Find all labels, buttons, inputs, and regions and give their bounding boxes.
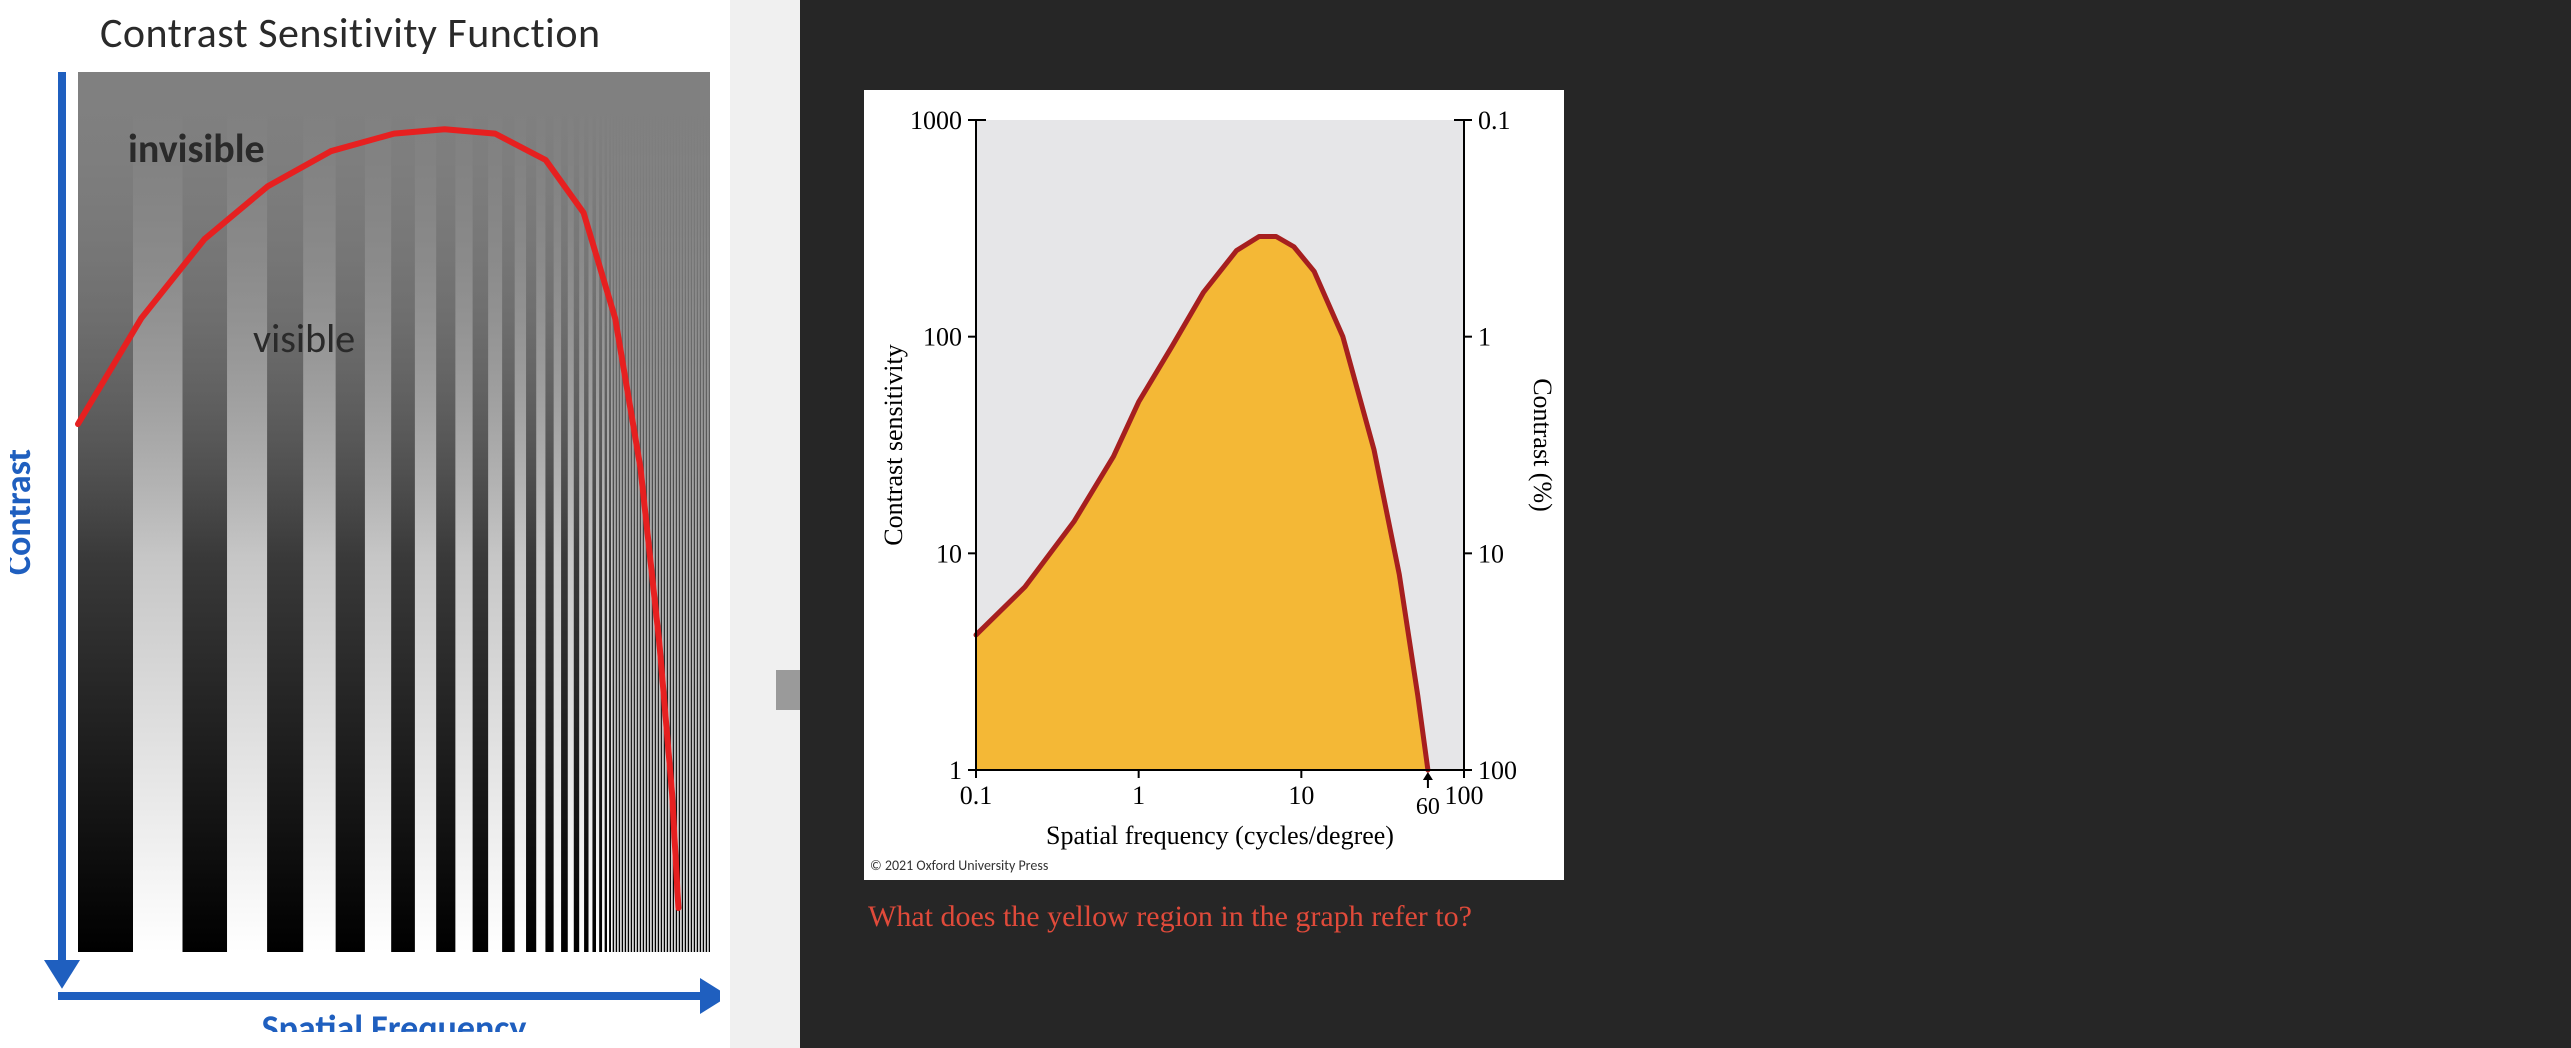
region-invisible-label: invisible [128,124,265,173]
svg-text:1: 1 [1132,781,1145,810]
scroll-marker [776,670,800,710]
svg-text:10: 10 [1288,781,1314,810]
left-x-axis-label: Spatial Frequency [262,1006,527,1032]
right-y-right-label: Contrast (%) [1528,378,1557,512]
svg-text:100: 100 [923,323,962,352]
region-visible-label: visible [253,314,355,363]
svg-text:0.1: 0.1 [960,781,993,810]
svg-text:100: 100 [1445,781,1484,810]
left-y-axis-label: Contrast [10,449,40,575]
right-y-left-label: Contrast sensitivity [879,344,908,546]
left-chart-title: Contrast Sensitivity Function [100,8,601,59]
svg-text:60: 60 [1416,794,1440,820]
copyright-text: © 2021 Oxford University Press [870,857,1048,874]
right-x-label: Spatial frequency (cycles/degree) [1046,821,1394,850]
right-panel: 11010010001001010.10.111010060Contrast s… [800,0,2571,1048]
question-text: What does the yellow region in the graph… [868,900,1472,934]
svg-text:0.1: 0.1 [1478,106,1511,135]
svg-text:1: 1 [1478,323,1491,352]
svg-text:100: 100 [1478,756,1517,785]
svg-text:10: 10 [1478,539,1504,568]
left-csf-chart: invisible visible Contrast Spatial Frequenc… [10,72,720,1032]
right-chart-box: 11010010001001010.10.111010060Contrast s… [864,90,1564,880]
left-panel: Contrast Sensitivity Function invisible v… [0,0,730,1048]
svg-text:10: 10 [936,539,962,568]
panel-gutter [730,0,800,1048]
right-csf-chart: 11010010001001010.10.111010060Contrast s… [864,90,1564,880]
svg-text:1000: 1000 [910,106,962,135]
